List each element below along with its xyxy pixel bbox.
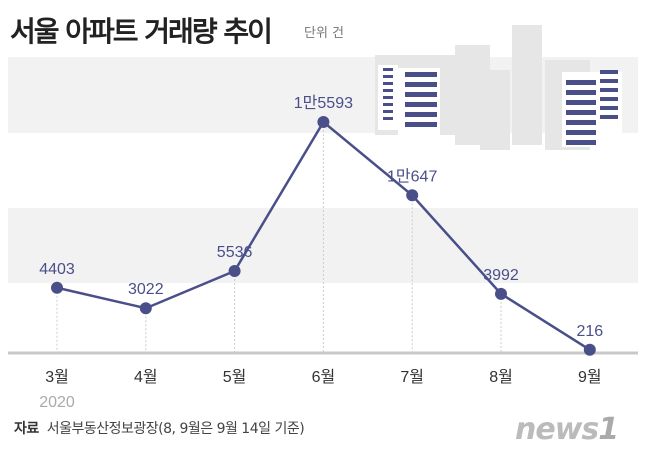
building-window bbox=[600, 106, 618, 110]
building-window bbox=[405, 102, 437, 107]
building-window bbox=[405, 122, 437, 127]
building-window bbox=[566, 120, 596, 125]
data-point bbox=[228, 264, 241, 277]
building-window bbox=[600, 115, 618, 119]
unit-label: 단위 건 bbox=[304, 26, 345, 41]
source-note: 자료 서울부동산정보광장(8, 9월은 9월 14일 기준) bbox=[14, 418, 305, 438]
building-window bbox=[383, 110, 393, 113]
x-tick-label: 4월 bbox=[134, 368, 158, 386]
data-label: 1만5593 bbox=[294, 94, 353, 112]
chart-title: 서울 아파트 거래량 추이 bbox=[10, 15, 273, 48]
building-window bbox=[600, 97, 618, 101]
x-tick-label: 9월 bbox=[578, 368, 602, 386]
data-point bbox=[51, 281, 63, 294]
data-point bbox=[495, 287, 507, 300]
data-label: 3022 bbox=[128, 281, 164, 298]
data-label: 1만647 bbox=[387, 167, 437, 185]
background-building bbox=[480, 70, 510, 150]
building-window bbox=[600, 88, 618, 92]
data-label: 4403 bbox=[39, 261, 75, 278]
x-tick-label: 3월 bbox=[45, 368, 69, 386]
x-tick-label: 6월 bbox=[312, 368, 336, 386]
building-window bbox=[383, 89, 393, 92]
building-window bbox=[383, 96, 393, 99]
building-window bbox=[383, 117, 393, 120]
building-window bbox=[383, 68, 393, 71]
building-window bbox=[566, 110, 596, 115]
x-tick-label: 7월 bbox=[400, 368, 424, 386]
source-label: 자료 bbox=[14, 421, 39, 437]
year-label: 2020 bbox=[39, 394, 75, 411]
building-window bbox=[405, 112, 437, 117]
x-tick-label: 5월 bbox=[223, 368, 247, 386]
building-window bbox=[405, 92, 437, 97]
building-window bbox=[600, 79, 618, 83]
data-point bbox=[406, 189, 419, 202]
data-point bbox=[139, 302, 152, 315]
building-window bbox=[405, 72, 437, 77]
building-window bbox=[566, 130, 596, 135]
news1-logo: news1 bbox=[515, 412, 619, 447]
source-text: 서울부동산정보광장(8, 9월은 9월 14일 기준) bbox=[46, 421, 305, 437]
building-window bbox=[383, 75, 393, 78]
building-illustration bbox=[375, 25, 622, 150]
building-window bbox=[566, 80, 596, 85]
data-label: 3992 bbox=[483, 267, 519, 284]
building-window bbox=[566, 100, 596, 105]
building-window bbox=[566, 90, 596, 95]
data-label: 5536 bbox=[217, 244, 253, 261]
building-window bbox=[566, 140, 596, 145]
building-window bbox=[383, 82, 393, 85]
data-label: 216 bbox=[576, 323, 603, 340]
x-tick-label: 8월 bbox=[489, 368, 513, 386]
data-point bbox=[317, 116, 330, 128]
building-window bbox=[405, 82, 437, 87]
building-window bbox=[383, 103, 393, 106]
background-building bbox=[512, 25, 542, 145]
building-window bbox=[600, 70, 618, 74]
data-point bbox=[583, 343, 596, 356]
